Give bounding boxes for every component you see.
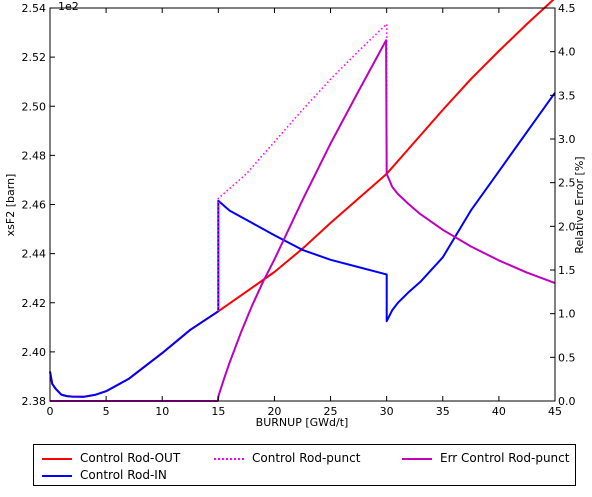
legend-item-rod-out: Control Rod-OUT xyxy=(42,451,180,465)
x-tick-label: 15 xyxy=(211,405,225,418)
y2-tick-label: 0.0 xyxy=(558,395,576,408)
x-tick-label: 0 xyxy=(47,405,54,418)
legend-swatch xyxy=(42,457,72,460)
x-tick-label: 10 xyxy=(155,405,169,418)
x-axis-label: BURNUP [GWd/t] xyxy=(256,416,349,429)
y-tick-label: 2.50 xyxy=(22,100,47,113)
y-tick-label: 2.38 xyxy=(22,395,47,408)
y2-tick-label: 2.0 xyxy=(558,220,576,233)
plot-frame xyxy=(49,7,556,402)
y2-tick-label: 4.5 xyxy=(558,2,576,15)
x-tick-label: 25 xyxy=(324,405,338,418)
y-scale-note: 1e2 xyxy=(58,0,79,13)
y2-tick-label: 3.0 xyxy=(558,133,576,146)
y2-axis-label: Relative Error [%] xyxy=(573,156,586,253)
x-tick-label: 35 xyxy=(436,405,450,418)
x-tick-label: 40 xyxy=(492,405,506,418)
y2-tick-label: 3.5 xyxy=(558,89,576,102)
y-tick-label: 2.54 xyxy=(22,2,47,15)
y2-tick-label: 1.5 xyxy=(558,264,576,277)
series-line-3 xyxy=(50,39,556,402)
legend: Control Rod-OUT Control Rod-IN Control R… xyxy=(33,444,576,486)
series-layer xyxy=(49,0,556,402)
legend-label: Control Rod-OUT xyxy=(80,451,181,465)
x-tick-label: 5 xyxy=(103,405,110,418)
y2-tick-label: 4.0 xyxy=(558,46,576,59)
x-tick-label: 45 xyxy=(548,405,562,418)
legend-item-err-rod-punct: Err Control Rod-punct xyxy=(402,451,569,465)
legend-swatch xyxy=(402,457,432,460)
x-tick-label: 30 xyxy=(380,405,394,418)
x-tick-label: 20 xyxy=(267,405,281,418)
legend-swatch xyxy=(42,474,72,477)
legend-label: Control Rod-punct xyxy=(252,451,361,465)
legend-item-rod-in: Control Rod-IN xyxy=(42,468,167,482)
y2-tick-label: 0.5 xyxy=(558,351,576,364)
series-line-1 xyxy=(49,92,556,398)
y-tick-label: 2.42 xyxy=(22,297,47,310)
legend-swatch xyxy=(214,457,244,460)
y-axis-label: xsF2 [barn] xyxy=(4,174,17,237)
y2-tick-label: 1.0 xyxy=(558,308,576,321)
ticks-layer: 0 5 10 15 20 25 30 35 40 45 2.38 2.40 2.42 2.44 2.46 2.… xyxy=(22,2,576,418)
y-tick-label: 2.48 xyxy=(22,149,47,162)
series-line-2 xyxy=(217,23,388,312)
y2-tick-label: 2.5 xyxy=(558,177,576,190)
y-tick-label: 2.46 xyxy=(22,199,47,212)
y-tick-label: 2.44 xyxy=(22,248,47,261)
legend-label: Control Rod-IN xyxy=(80,468,167,482)
y-tick-label: 2.52 xyxy=(22,51,47,64)
y-tick-label: 2.40 xyxy=(22,346,47,359)
legend-label: Err Control Rod-punct xyxy=(440,451,570,465)
legend-item-rod-punct: Control Rod-punct xyxy=(214,451,360,465)
